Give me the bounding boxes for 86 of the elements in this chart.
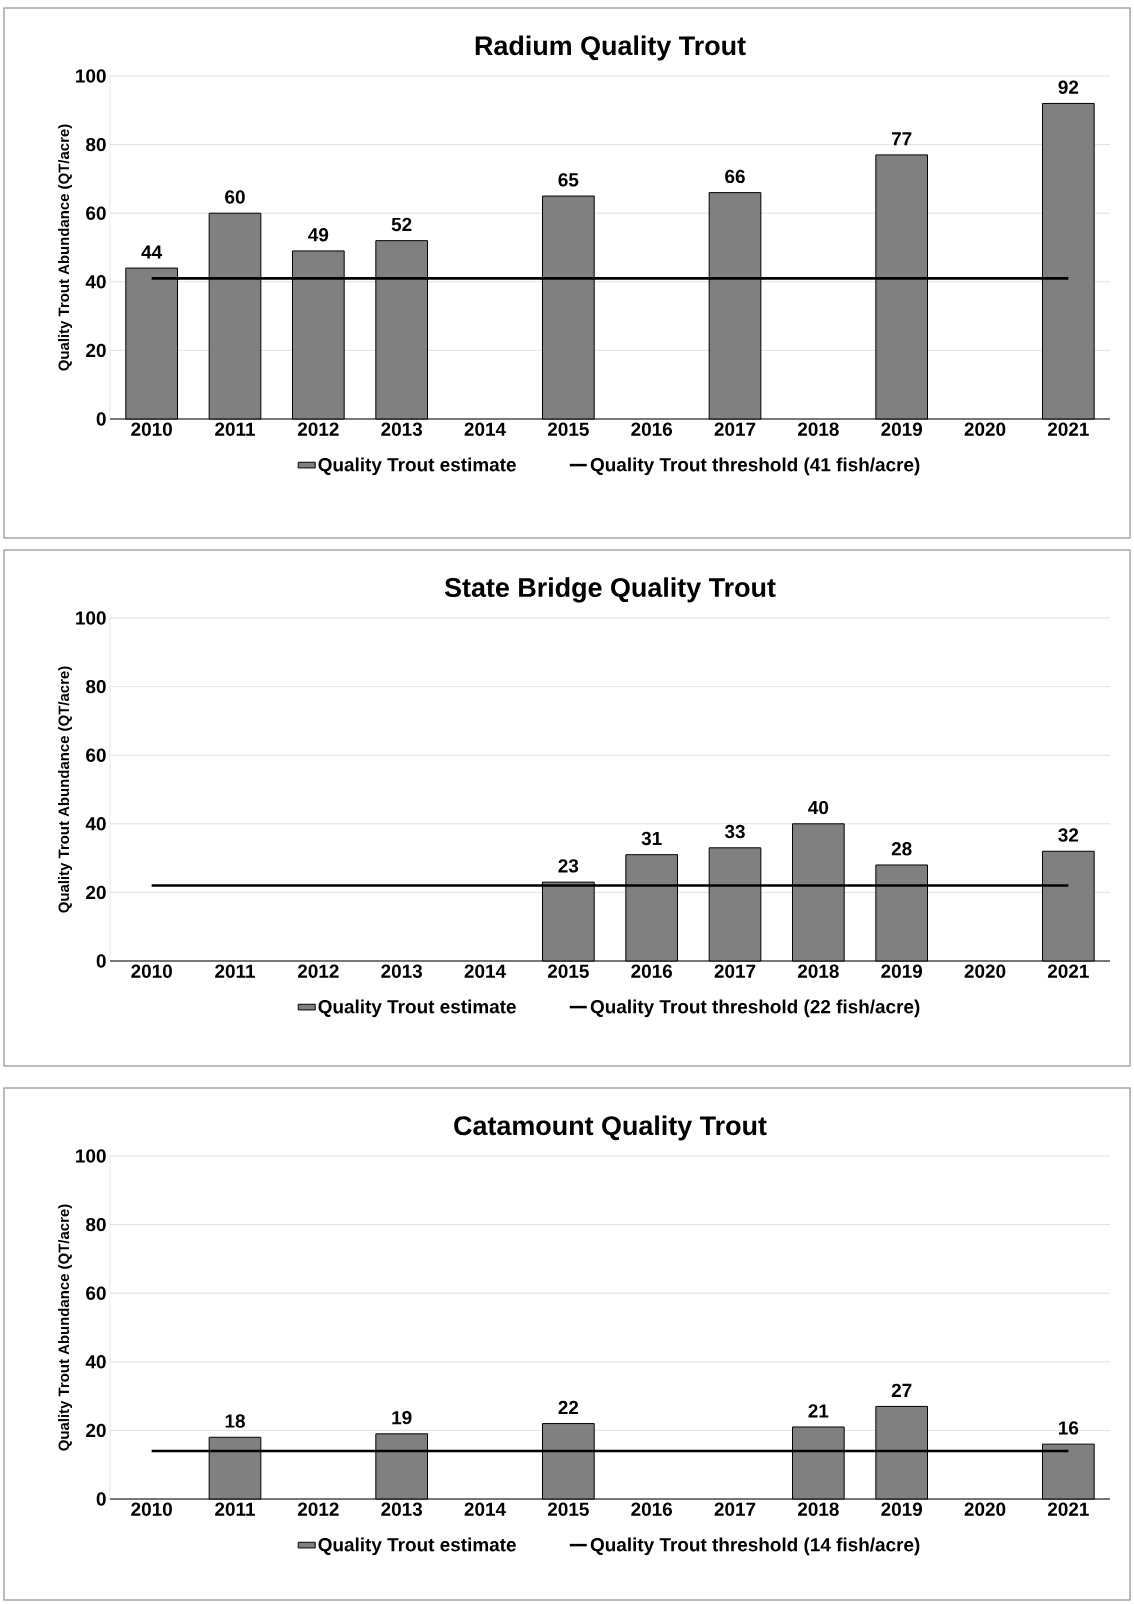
chart-title: Catamount Quality Trout — [454, 1115, 767, 1141]
y-tick-label: 100 — [76, 69, 106, 83]
data-label: 19 — [392, 1410, 412, 1425]
x-tick-label: 2012 — [297, 1502, 339, 1516]
y-tick-label: 0 — [96, 412, 106, 426]
x-tick-label: 2010 — [131, 422, 172, 436]
x-tick-label: 2016 — [631, 422, 673, 436]
x-tick-label: 2019 — [881, 422, 923, 436]
data-label: 21 — [808, 1404, 829, 1418]
y-tick-label: 80 — [86, 679, 106, 694]
y-tick-label: 40 — [85, 275, 106, 289]
data-label: 49 — [308, 228, 329, 242]
data-label: 33 — [724, 824, 745, 839]
data-label: 77 — [891, 132, 912, 146]
legend-label: Quality Trout estimate — [318, 1537, 516, 1556]
data-label: 22 — [558, 1400, 579, 1415]
data-label: 92 — [1058, 80, 1079, 94]
data-label: 16 — [1059, 1421, 1079, 1435]
legend-label: Quality Trout threshold (22 fish/acre) — [590, 999, 920, 1018]
data-label: 66 — [725, 169, 745, 184]
data-label: 23 — [558, 859, 579, 873]
x-tick-label: 2021 — [1047, 422, 1089, 436]
x-tick-label: 2017 — [714, 422, 756, 436]
x-tick-label: 2016 — [631, 964, 673, 978]
data-label: 28 — [891, 842, 912, 856]
x-tick-label: 2011 — [215, 1502, 255, 1516]
legend-label: Quality Trout threshold (41 fish/acre) — [590, 457, 920, 476]
y-tick-label: 20 — [86, 1423, 106, 1438]
x-tick-label: 2021 — [1047, 1502, 1089, 1516]
y-tick-label: 20 — [86, 343, 106, 358]
y-axis-title: Quality Trout Abundance (QT/acre) — [58, 1204, 73, 1451]
x-tick-label: 2020 — [964, 422, 1006, 436]
x-tick-label: 2014 — [464, 964, 506, 978]
x-tick-label: 2017 — [714, 1502, 756, 1516]
x-tick-label: 2012 — [297, 964, 339, 978]
y-tick-label: 20 — [86, 885, 106, 900]
x-tick-label: 2020 — [964, 964, 1006, 978]
y-tick-label: 80 — [86, 1217, 106, 1232]
x-tick-label: 2017 — [714, 964, 756, 978]
data-label: 65 — [558, 173, 579, 187]
legend-label: Quality Trout estimate — [318, 999, 516, 1018]
data-label: 27 — [891, 1383, 912, 1397]
x-tick-label: 2020 — [964, 1502, 1006, 1516]
data-label: 18 — [225, 1414, 245, 1428]
y-tick-label: 0 — [96, 954, 106, 968]
x-tick-label: 2019 — [881, 964, 923, 978]
x-tick-label: 2019 — [881, 1502, 923, 1516]
y-tick-label: 60 — [86, 748, 106, 762]
data-label: 40 — [808, 800, 829, 815]
x-tick-label: 2015 — [547, 1502, 589, 1516]
x-tick-label: 2018 — [797, 964, 839, 978]
y-tick-label: 40 — [85, 817, 106, 831]
chart-title: State Bridge Quality Trout — [444, 577, 776, 603]
legend-label: Quality Trout threshold (14 fish/acre) — [590, 1537, 920, 1556]
x-tick-label: 2014 — [464, 1502, 506, 1516]
x-tick-label: 2015 — [547, 964, 589, 978]
y-tick-label: 60 — [86, 206, 106, 220]
data-label: 60 — [225, 190, 245, 204]
x-tick-label: 2014 — [464, 422, 506, 436]
x-tick-label: 2013 — [381, 1502, 423, 1516]
data-label: 32 — [1058, 828, 1079, 842]
x-tick-label: 2021 — [1047, 964, 1089, 978]
x-tick-label: 2018 — [797, 422, 839, 436]
y-tick-label: 100 — [76, 1149, 106, 1163]
y-tick-label: 40 — [85, 1355, 106, 1369]
chart-title: Radium Quality Trout — [475, 35, 746, 61]
x-tick-label: 2010 — [131, 1502, 172, 1516]
y-axis-title: Quality Trout Abundance (QT/acre) — [58, 124, 73, 371]
y-tick-label: 0 — [96, 1492, 106, 1506]
y-axis-title: Quality Trout Abundance (QT/acre) — [58, 666, 73, 913]
x-tick-label: 2011 — [215, 964, 255, 978]
x-tick-label: 2010 — [131, 964, 172, 978]
x-tick-label: 2013 — [381, 964, 423, 978]
x-tick-label: 2015 — [547, 422, 589, 436]
x-tick-label: 2016 — [631, 1502, 673, 1516]
y-tick-label: 80 — [86, 137, 106, 152]
y-tick-label: 60 — [86, 1286, 106, 1300]
data-label: 44 — [141, 245, 163, 259]
legend-label: Quality Trout estimate — [318, 457, 516, 476]
x-tick-label: 2013 — [381, 422, 423, 436]
y-tick-label: 100 — [76, 611, 106, 625]
data-label: 31 — [641, 831, 662, 846]
data-label: 52 — [391, 217, 412, 232]
x-tick-label: 2018 — [797, 1502, 839, 1516]
x-tick-label: 2011 — [215, 422, 255, 436]
x-tick-label: 2012 — [297, 422, 339, 436]
